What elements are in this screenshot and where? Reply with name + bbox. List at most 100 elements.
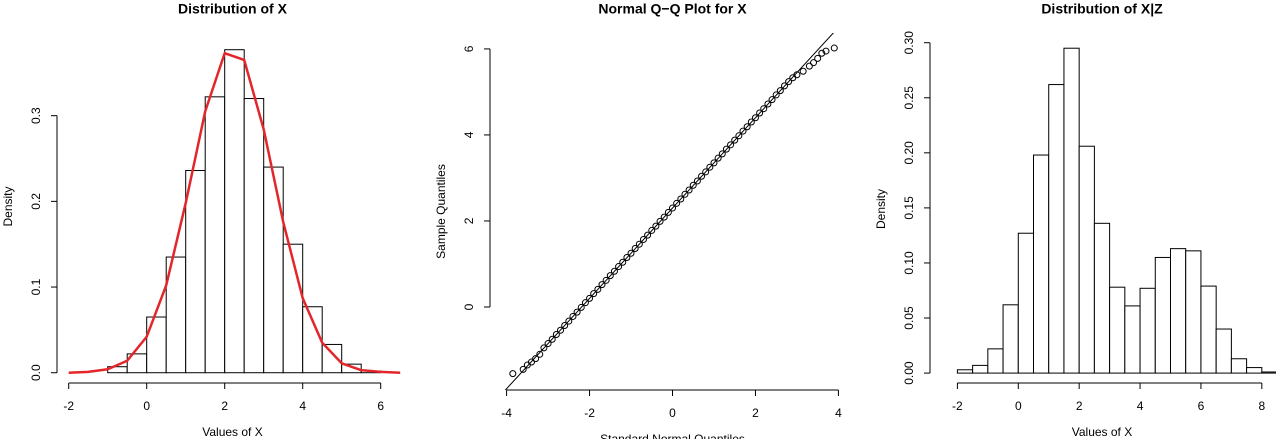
point xyxy=(623,254,631,262)
y-tick-label: 4 xyxy=(462,131,476,138)
x-tick-label: 2 xyxy=(1076,399,1083,413)
point xyxy=(660,213,668,221)
point xyxy=(615,263,623,271)
histogram-bar xyxy=(1230,358,1248,374)
histogram-bar xyxy=(972,364,989,374)
point xyxy=(768,96,776,104)
y-tick-label: 0.2 xyxy=(29,193,43,210)
point xyxy=(652,222,660,230)
y-tick-label: 0 xyxy=(462,303,476,310)
point xyxy=(639,235,647,243)
x-tick-label: -2 xyxy=(952,399,963,413)
point xyxy=(799,67,807,75)
density-curve xyxy=(68,51,401,374)
point xyxy=(785,78,793,86)
histogram-bar xyxy=(243,98,265,374)
histogram-bar xyxy=(1093,222,1111,374)
point xyxy=(648,226,656,234)
histogram-bar xyxy=(1078,145,1095,374)
histogram-bar xyxy=(1017,232,1035,374)
histogram-bar xyxy=(1185,250,1202,374)
point xyxy=(552,331,560,339)
histogram-bar xyxy=(1109,286,1126,374)
histogram-bar xyxy=(1246,367,1263,374)
point xyxy=(689,181,697,189)
point xyxy=(509,370,517,378)
point xyxy=(590,290,598,298)
point xyxy=(772,91,780,99)
point xyxy=(760,105,768,113)
point xyxy=(519,365,527,373)
chart-title: Distribution of X|Z xyxy=(1041,1,1163,17)
y-tick-label: 0.10 xyxy=(902,251,916,275)
point xyxy=(764,100,772,108)
y-tick-label: 2 xyxy=(462,217,476,224)
point xyxy=(718,150,726,158)
point xyxy=(573,308,581,316)
point xyxy=(722,145,730,153)
point xyxy=(523,361,531,369)
histogram-bar xyxy=(1139,287,1156,374)
point xyxy=(606,272,614,280)
point xyxy=(631,244,639,252)
point xyxy=(739,127,747,135)
point xyxy=(557,326,565,334)
point xyxy=(693,177,701,185)
x-tick-label: 6 xyxy=(377,399,384,413)
point xyxy=(751,114,759,122)
y-tick-label: 0.3 xyxy=(29,107,43,124)
chart-title: Distribution of X xyxy=(178,1,288,17)
histogram-bar xyxy=(321,343,343,374)
point xyxy=(602,276,610,284)
histogram-bar xyxy=(1002,304,1019,374)
x-tick-label: 4 xyxy=(1137,399,1144,413)
point xyxy=(544,340,552,348)
x-axis-label: Values of X xyxy=(1072,425,1132,439)
point xyxy=(747,118,755,126)
point xyxy=(565,317,573,325)
y-tick-label: 0.1 xyxy=(29,278,43,295)
point xyxy=(561,321,569,329)
point xyxy=(627,249,635,257)
histogram-bar xyxy=(185,170,206,374)
histogram-bar xyxy=(146,316,167,374)
point xyxy=(727,141,735,149)
point xyxy=(685,186,693,194)
point xyxy=(594,285,602,293)
point xyxy=(702,168,710,176)
point xyxy=(743,123,751,131)
histogram-bar xyxy=(204,96,226,374)
x-tick-label: -2 xyxy=(63,399,74,413)
point xyxy=(610,267,618,275)
x-tick-label: 0 xyxy=(669,406,676,420)
point xyxy=(756,109,764,117)
point xyxy=(681,190,689,198)
point xyxy=(532,355,540,363)
point xyxy=(814,54,822,62)
point xyxy=(635,240,643,248)
x-tick-label: -4 xyxy=(501,406,512,420)
y-tick-label: 0.0 xyxy=(29,364,43,381)
x-tick-label: 0 xyxy=(1015,399,1022,413)
y-tick-label: 0.15 xyxy=(902,196,916,220)
point xyxy=(598,281,606,289)
x-tick-label: -2 xyxy=(584,406,595,420)
histogram-bar xyxy=(1261,371,1276,374)
point xyxy=(540,344,548,352)
histogram-bar xyxy=(1063,47,1080,374)
histogram-bar xyxy=(1215,328,1232,374)
point xyxy=(569,312,577,320)
histogram-bar xyxy=(263,166,284,374)
point xyxy=(710,159,718,167)
point xyxy=(706,163,714,171)
reference-line xyxy=(504,33,834,390)
point xyxy=(644,231,652,239)
point xyxy=(577,303,585,311)
point xyxy=(793,71,801,79)
histogram-bar xyxy=(302,306,323,374)
point xyxy=(677,195,685,203)
y-tick-label: 6 xyxy=(462,45,476,52)
point xyxy=(714,154,722,162)
histogram-bar xyxy=(1169,248,1187,374)
